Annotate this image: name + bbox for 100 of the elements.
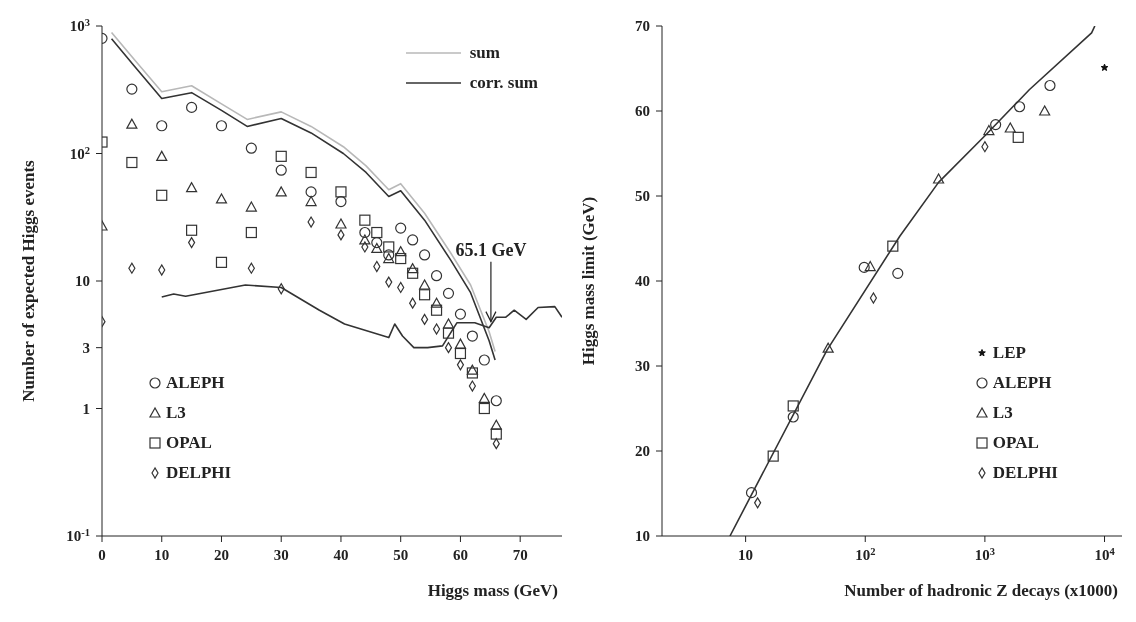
x-tick-label: 10$^{3}$ <box>974 545 996 563</box>
legend-label: DELPHI <box>992 463 1058 483</box>
point <box>383 241 395 253</box>
point <box>186 182 198 193</box>
point <box>215 120 228 132</box>
point <box>490 395 502 407</box>
point <box>478 402 490 415</box>
point <box>407 263 419 274</box>
point <box>430 297 443 308</box>
point <box>335 195 347 208</box>
y-axis-title: Higgs mass limit (GeV) <box>579 196 598 366</box>
y-tick-label: 60 <box>635 103 650 119</box>
point <box>359 214 371 226</box>
point <box>407 234 419 246</box>
point <box>305 195 317 207</box>
x-tick-label: 20 <box>213 547 229 563</box>
point <box>430 270 443 282</box>
point <box>156 120 168 132</box>
point <box>371 226 383 239</box>
point <box>442 327 455 339</box>
point <box>419 289 431 301</box>
x-tick-label: 70 <box>512 547 528 563</box>
point <box>444 342 453 354</box>
point <box>126 118 138 129</box>
annotation: 65.1 GeV <box>455 239 527 260</box>
legend-label: OPAL <box>992 433 1039 453</box>
x-tick-label: 30 <box>273 547 289 563</box>
x-tick-label: 10$^{2}$ <box>855 545 876 563</box>
point <box>186 101 198 113</box>
point <box>215 256 228 268</box>
point <box>454 308 467 320</box>
point <box>456 359 465 371</box>
point <box>156 189 168 201</box>
point <box>395 222 407 234</box>
y-tick-label: 3 <box>82 339 90 356</box>
point <box>126 83 138 95</box>
y-tick-label: 10$^{2}$ <box>69 144 90 162</box>
point <box>466 367 478 379</box>
y-tick-label: 10 <box>75 273 90 289</box>
point <box>305 166 317 179</box>
point <box>454 338 467 349</box>
point <box>478 354 490 366</box>
x-axis-title: Number of hadronic Z decays (x1000) <box>844 581 1118 600</box>
point <box>395 246 407 257</box>
x-axis-title: Higgs mass (GeV) <box>427 581 558 600</box>
point <box>466 364 478 375</box>
point <box>432 323 441 335</box>
point <box>245 201 257 212</box>
y-tick-label: 40 <box>635 273 650 289</box>
point <box>305 186 317 198</box>
point <box>407 267 419 279</box>
point <box>126 156 138 169</box>
point <box>215 193 228 204</box>
y-tick-label: 20 <box>635 443 650 459</box>
point <box>490 419 502 430</box>
y-tick-label: 1 <box>82 400 90 417</box>
y-axis-title: Number of expected Higgs events <box>19 159 38 402</box>
y-tick-label: 30 <box>635 358 650 374</box>
point <box>186 224 198 236</box>
point <box>359 226 371 239</box>
point <box>395 252 407 265</box>
y-tick-label: 10$^{-1}$ <box>66 526 90 544</box>
legend-label: L3 <box>992 403 1013 423</box>
legend-label: L3 <box>166 403 186 423</box>
point <box>245 142 257 154</box>
point <box>419 249 431 261</box>
point <box>478 392 490 403</box>
point <box>442 287 455 299</box>
legend-label: ALEPH <box>166 373 225 393</box>
x-tick-label: 10 <box>154 547 170 563</box>
legend-label: ALEPH <box>992 373 1052 393</box>
y-tick-label: 10$^{3}$ <box>69 16 90 34</box>
x-tick-label: 50 <box>393 547 409 563</box>
point <box>359 234 371 245</box>
point <box>275 186 287 197</box>
point <box>275 164 287 176</box>
x-tick-label: 40 <box>333 547 349 563</box>
legend-label: DELPHI <box>166 463 232 483</box>
point <box>419 279 431 290</box>
x-tick-label: 10$^{4}$ <box>1094 545 1116 563</box>
y-tick-label: 70 <box>635 18 650 34</box>
y-tick-label: 50 <box>635 188 650 204</box>
x-tick-label: 0 <box>98 547 106 563</box>
point <box>454 347 467 360</box>
legend-label: OPAL <box>166 433 212 453</box>
point <box>371 242 383 254</box>
point <box>335 218 347 229</box>
point <box>466 330 478 342</box>
point <box>442 318 455 329</box>
x-tick-label: 10 <box>738 547 754 563</box>
point <box>245 226 257 239</box>
legend-label: LEP <box>992 343 1026 363</box>
point <box>156 150 168 161</box>
legend-label: sum <box>469 43 500 63</box>
point <box>275 150 287 162</box>
x-tick-label: 60 <box>452 547 468 563</box>
point <box>490 428 502 440</box>
point <box>430 304 443 316</box>
y-tick-label: 10 <box>635 528 650 544</box>
legend-label: corr. sum <box>469 73 538 93</box>
